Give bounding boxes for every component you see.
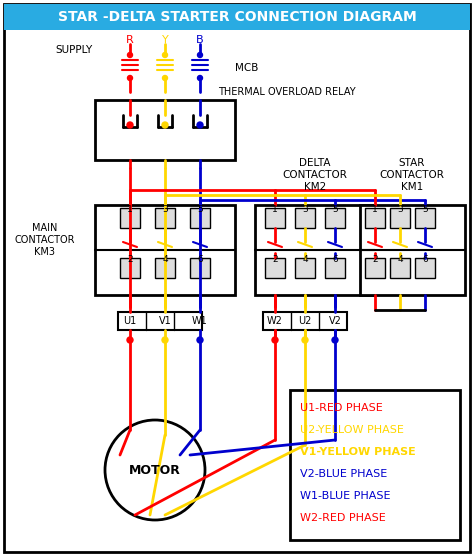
Text: Y: Y: [162, 35, 168, 45]
Text: STAR
CONTACTOR
KM1: STAR CONTACTOR KM1: [380, 158, 445, 192]
Circle shape: [197, 337, 203, 343]
Text: B: B: [196, 35, 204, 45]
Text: W1: W1: [192, 316, 208, 326]
Bar: [120, 258, 140, 278]
Bar: [360, 205, 465, 295]
Circle shape: [198, 52, 202, 57]
Circle shape: [127, 337, 133, 343]
Text: 6: 6: [197, 256, 203, 265]
Circle shape: [163, 52, 167, 57]
Text: 4: 4: [162, 256, 168, 265]
Bar: [155, 258, 175, 278]
Circle shape: [162, 122, 168, 128]
Text: MCB: MCB: [235, 63, 258, 73]
Text: V1-YELLOW PHASE: V1-YELLOW PHASE: [300, 447, 416, 457]
Text: STAR -DELTA STARTER CONNECTION DIAGRAM: STAR -DELTA STARTER CONNECTION DIAGRAM: [58, 10, 416, 24]
Bar: [295, 258, 315, 278]
Circle shape: [198, 76, 202, 81]
Bar: [325, 208, 345, 228]
Bar: [155, 208, 175, 228]
Text: U1: U1: [123, 316, 137, 326]
Bar: [365, 208, 385, 228]
Bar: [95, 205, 235, 295]
Text: 2: 2: [372, 256, 378, 265]
Text: 1: 1: [372, 206, 378, 215]
Circle shape: [163, 76, 167, 81]
Circle shape: [162, 337, 168, 343]
Bar: [390, 258, 410, 278]
Bar: [390, 208, 410, 228]
Text: DELTA
CONTACTOR
KM2: DELTA CONTACTOR KM2: [283, 158, 347, 192]
Text: R: R: [126, 35, 134, 45]
Circle shape: [127, 122, 133, 128]
Bar: [118, 312, 202, 330]
Text: 4: 4: [397, 256, 403, 265]
Text: 3: 3: [162, 206, 168, 215]
Text: SUPPLY: SUPPLY: [55, 45, 92, 55]
Text: 2: 2: [272, 256, 278, 265]
Text: 5: 5: [422, 206, 428, 215]
Bar: [415, 258, 435, 278]
Bar: [415, 208, 435, 228]
Bar: [265, 208, 285, 228]
Text: 2: 2: [127, 256, 133, 265]
Text: 6: 6: [422, 256, 428, 265]
Circle shape: [302, 337, 308, 343]
Bar: [190, 208, 210, 228]
Circle shape: [272, 337, 278, 343]
Bar: [190, 258, 210, 278]
Text: V2: V2: [328, 316, 341, 326]
Bar: [4, 4, 470, 30]
Bar: [325, 258, 345, 278]
Text: V2-BLUE PHASE: V2-BLUE PHASE: [300, 469, 387, 479]
Text: W2: W2: [267, 316, 283, 326]
Bar: [295, 208, 315, 228]
Circle shape: [332, 337, 338, 343]
Text: 3: 3: [302, 206, 308, 215]
Text: U1-RED PHASE: U1-RED PHASE: [300, 403, 383, 413]
Bar: [95, 100, 235, 160]
Text: U2: U2: [298, 316, 312, 326]
Bar: [120, 208, 140, 228]
Circle shape: [128, 76, 133, 81]
Circle shape: [128, 52, 133, 57]
Text: MAIN
CONTACTOR
KM3: MAIN CONTACTOR KM3: [15, 224, 75, 257]
Text: W2-RED PHASE: W2-RED PHASE: [300, 513, 386, 523]
Text: 6: 6: [332, 256, 338, 265]
Text: 5: 5: [332, 206, 338, 215]
Text: THERMAL OVERLOAD RELAY: THERMAL OVERLOAD RELAY: [218, 87, 356, 97]
Text: 3: 3: [397, 206, 403, 215]
Bar: [255, 205, 375, 295]
Text: 5: 5: [197, 206, 203, 215]
Bar: [263, 312, 347, 330]
Circle shape: [197, 122, 203, 128]
Bar: [365, 258, 385, 278]
Text: 1: 1: [127, 206, 133, 215]
Text: U2-YELLOW PHASE: U2-YELLOW PHASE: [300, 425, 404, 435]
Text: 1: 1: [272, 206, 278, 215]
Circle shape: [105, 420, 205, 520]
Text: 4: 4: [302, 256, 308, 265]
Bar: [290, 390, 460, 540]
Text: MOTOR: MOTOR: [129, 464, 181, 476]
Text: V1: V1: [159, 316, 172, 326]
Bar: [265, 258, 285, 278]
Text: W1-BLUE PHASE: W1-BLUE PHASE: [300, 491, 391, 501]
